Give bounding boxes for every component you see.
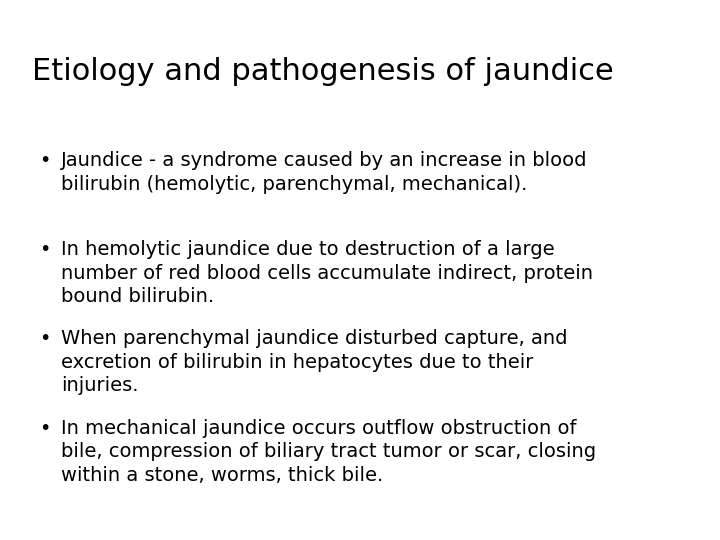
Text: Jaundice - a syndrome caused by an increase in blood
bilirubin (hemolytic, paren: Jaundice - a syndrome caused by an incre… — [61, 151, 588, 194]
Text: •: • — [40, 418, 51, 437]
Text: •: • — [40, 240, 51, 259]
Text: When parenchymal jaundice disturbed capture, and
excretion of bilirubin in hepat: When parenchymal jaundice disturbed capt… — [61, 329, 567, 395]
Text: •: • — [40, 151, 51, 170]
Text: •: • — [40, 329, 51, 348]
Text: Etiology and pathogenesis of jaundice: Etiology and pathogenesis of jaundice — [32, 57, 614, 86]
Text: In mechanical jaundice occurs outflow obstruction of
bile, compression of biliar: In mechanical jaundice occurs outflow ob… — [61, 418, 596, 484]
Text: In hemolytic jaundice due to destruction of a large
number of red blood cells ac: In hemolytic jaundice due to destruction… — [61, 240, 593, 306]
